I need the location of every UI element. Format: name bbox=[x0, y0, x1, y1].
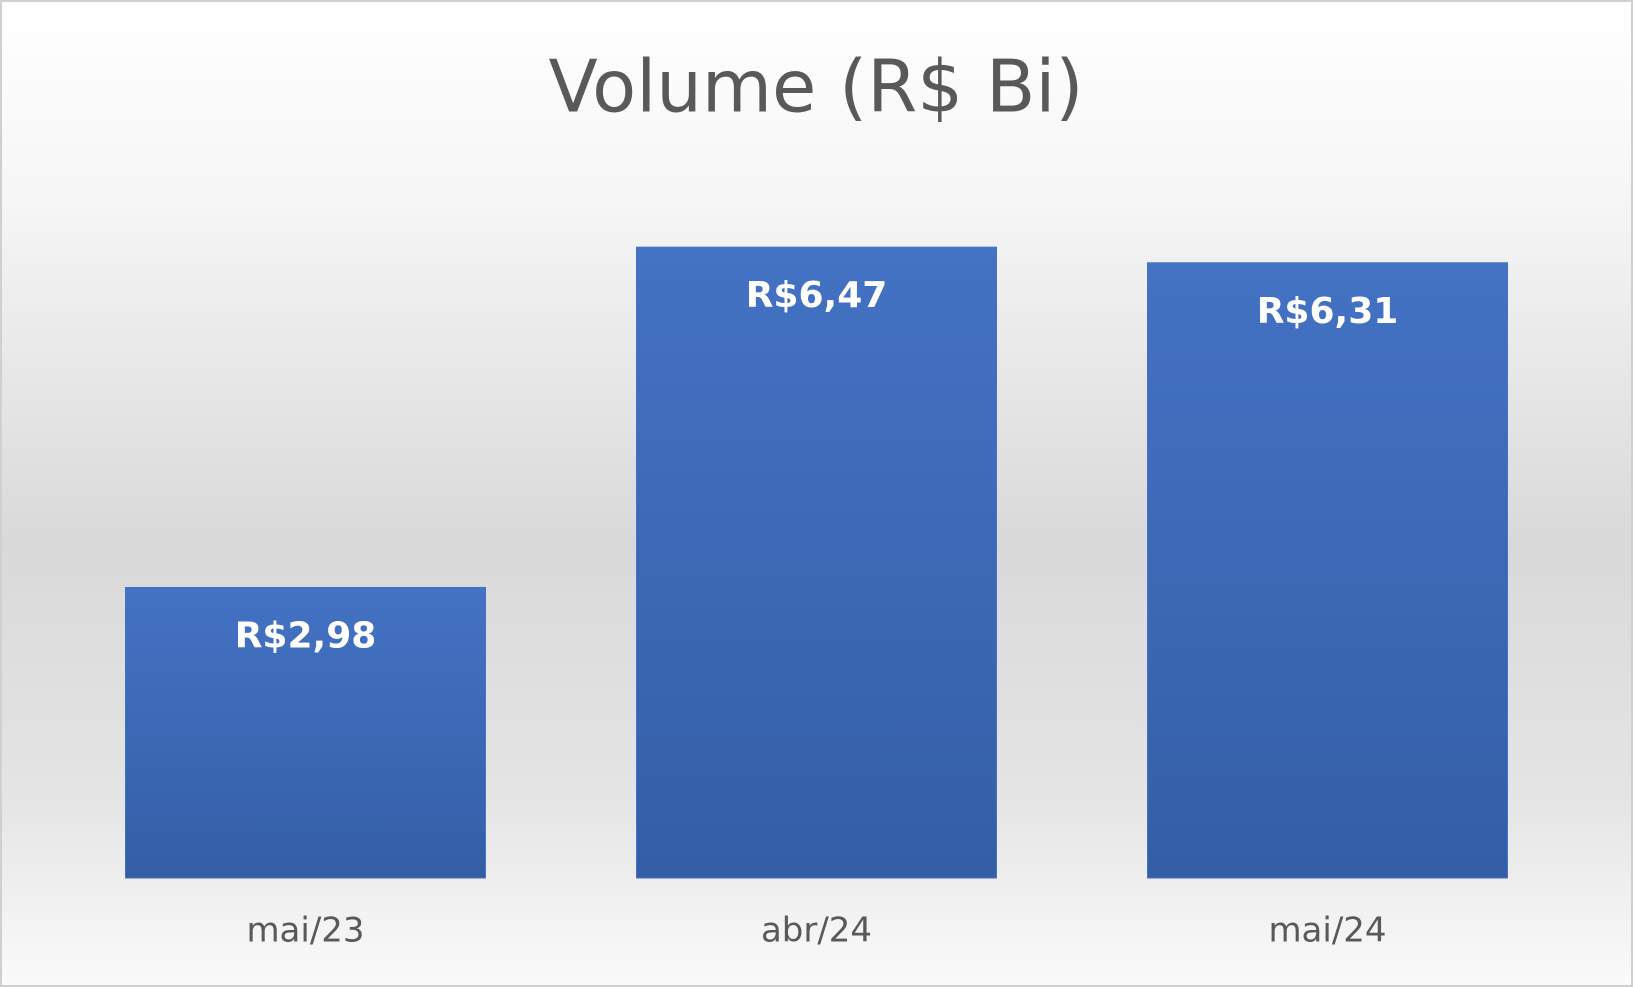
x-tick-label: abr/24 bbox=[761, 911, 872, 951]
data-label: R$2,98 bbox=[235, 615, 377, 656]
bar bbox=[125, 586, 486, 879]
data-label: R$6,47 bbox=[746, 275, 888, 316]
x-tick-label: mai/23 bbox=[246, 911, 364, 951]
chart-title: Volume (R$ Bi) bbox=[549, 45, 1084, 129]
x-tick-label: mai/24 bbox=[1268, 911, 1386, 951]
bar bbox=[636, 246, 997, 879]
data-label: R$6,31 bbox=[1257, 291, 1399, 332]
plot-area: R$2,98 mai/23 R$6,47 abr/24 R$6,31 mai/24 bbox=[125, 246, 1508, 951]
bar bbox=[1147, 262, 1508, 879]
